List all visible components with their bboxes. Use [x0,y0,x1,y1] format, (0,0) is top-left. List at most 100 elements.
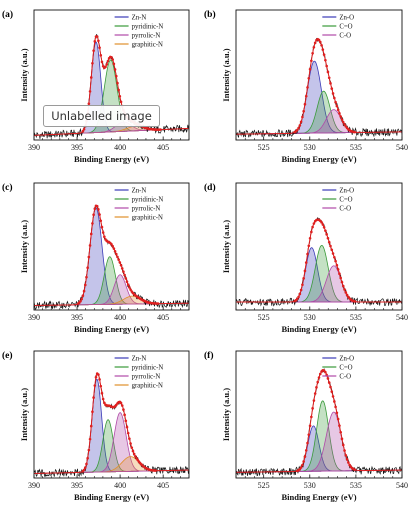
x-tick-label: 540 [396,313,408,322]
data-point [302,109,305,113]
data-point [86,456,89,460]
data-point [154,469,157,472]
data-point [116,255,119,259]
data-point [111,58,114,61]
x-tick-label: 390 [28,313,40,322]
data-point [315,386,318,389]
data-point [298,124,302,127]
data-point [81,129,85,133]
panel-label: (a) [2,9,13,20]
x-tick-label: 525 [258,481,270,490]
x-axis-label: Binding Energy (eV) [74,154,149,164]
data-point [113,250,117,253]
data-point [83,466,87,469]
data-point [343,449,346,452]
data-point [306,252,309,256]
legend-entry: C=O [339,23,352,30]
legend-entry: C-O [339,205,351,212]
data-point [118,261,122,264]
data-point [344,453,348,457]
data-point [128,286,131,289]
data-point [99,219,103,223]
x-tick-label: 405 [157,313,169,322]
x-tick-label: 535 [350,481,362,490]
data-point [124,419,128,423]
legend-entry: pyridinic-N [132,364,164,371]
raw-spectrum [34,34,189,139]
data-point [306,441,309,445]
data-point [310,230,313,234]
data-point [112,247,116,250]
legend-entry: Zn-N [132,14,147,21]
data-point [299,288,303,292]
data-point [327,381,331,384]
data-point [340,437,344,441]
data-point [110,55,113,59]
panel-label: (c) [2,182,13,193]
data-point [89,76,93,79]
data-point [338,424,341,427]
data-point [120,404,124,407]
data-point [320,43,323,47]
y-axis-label: Intensity (a.u.) [221,48,231,101]
chart-panel-b: 525 530 535 540 Binding Energy (eV) Intensity… [204,9,408,164]
data-point [117,258,120,261]
raw-spectrum [236,367,402,477]
data-point [114,252,118,256]
data-point [339,115,343,118]
data-point [299,120,303,124]
data-point [116,81,119,85]
panel-label: (e) [2,350,13,361]
data-point [353,130,357,134]
data-point [126,431,130,435]
data-point [297,126,300,130]
data-point [88,437,92,441]
data-point [348,463,351,467]
legend-entry: Zn-O [339,14,354,21]
x-tick-label: 530 [304,313,316,322]
data-point [117,88,120,92]
data-point [82,289,86,293]
data-point [345,457,349,461]
legend-entry: C=O [339,364,352,371]
data-point [353,468,357,471]
legend-entry: graphitic-N [132,382,163,389]
x-tick-label: 400 [114,313,126,322]
data-point [344,291,348,294]
data-point [106,59,110,63]
x-tick-label: 395 [71,313,83,322]
data-point [295,297,299,301]
legend-entry: Zn-N [132,187,147,194]
data-point [330,87,334,90]
data-point [312,399,316,402]
data-point [321,48,325,51]
x-axis-label: Binding Energy (eV) [281,492,356,502]
data-point [329,385,332,389]
data-point [94,375,98,379]
data-point [132,452,136,456]
panel-label: (d) [204,182,216,193]
x-axis-label: Binding Energy (eV) [74,324,149,334]
data-point [89,424,93,428]
chart-panel-e: 390 395 400 405 Binding Energy (eV) Intensity… [2,350,190,502]
data-point [97,39,100,43]
data-point [341,284,345,288]
data-point [131,449,135,453]
data-point [119,401,123,405]
data-point [82,127,86,131]
x-tick-label: 525 [258,143,270,152]
data-point [318,40,322,44]
data-point [326,70,330,74]
data-point [120,267,124,270]
data-point [100,391,104,395]
unlabelled-image-badge: Unlabelled image [43,105,160,127]
data-point [331,395,335,398]
chart-panel-d: 525 530 535 540 Binding Energy (eV) Intensity… [204,182,408,334]
x-tick-label: 535 [350,143,362,152]
data-point [119,264,123,267]
data-point [110,243,113,246]
data-point [308,424,312,428]
data-point [316,380,320,384]
data-point [99,384,103,388]
data-point [87,448,91,452]
